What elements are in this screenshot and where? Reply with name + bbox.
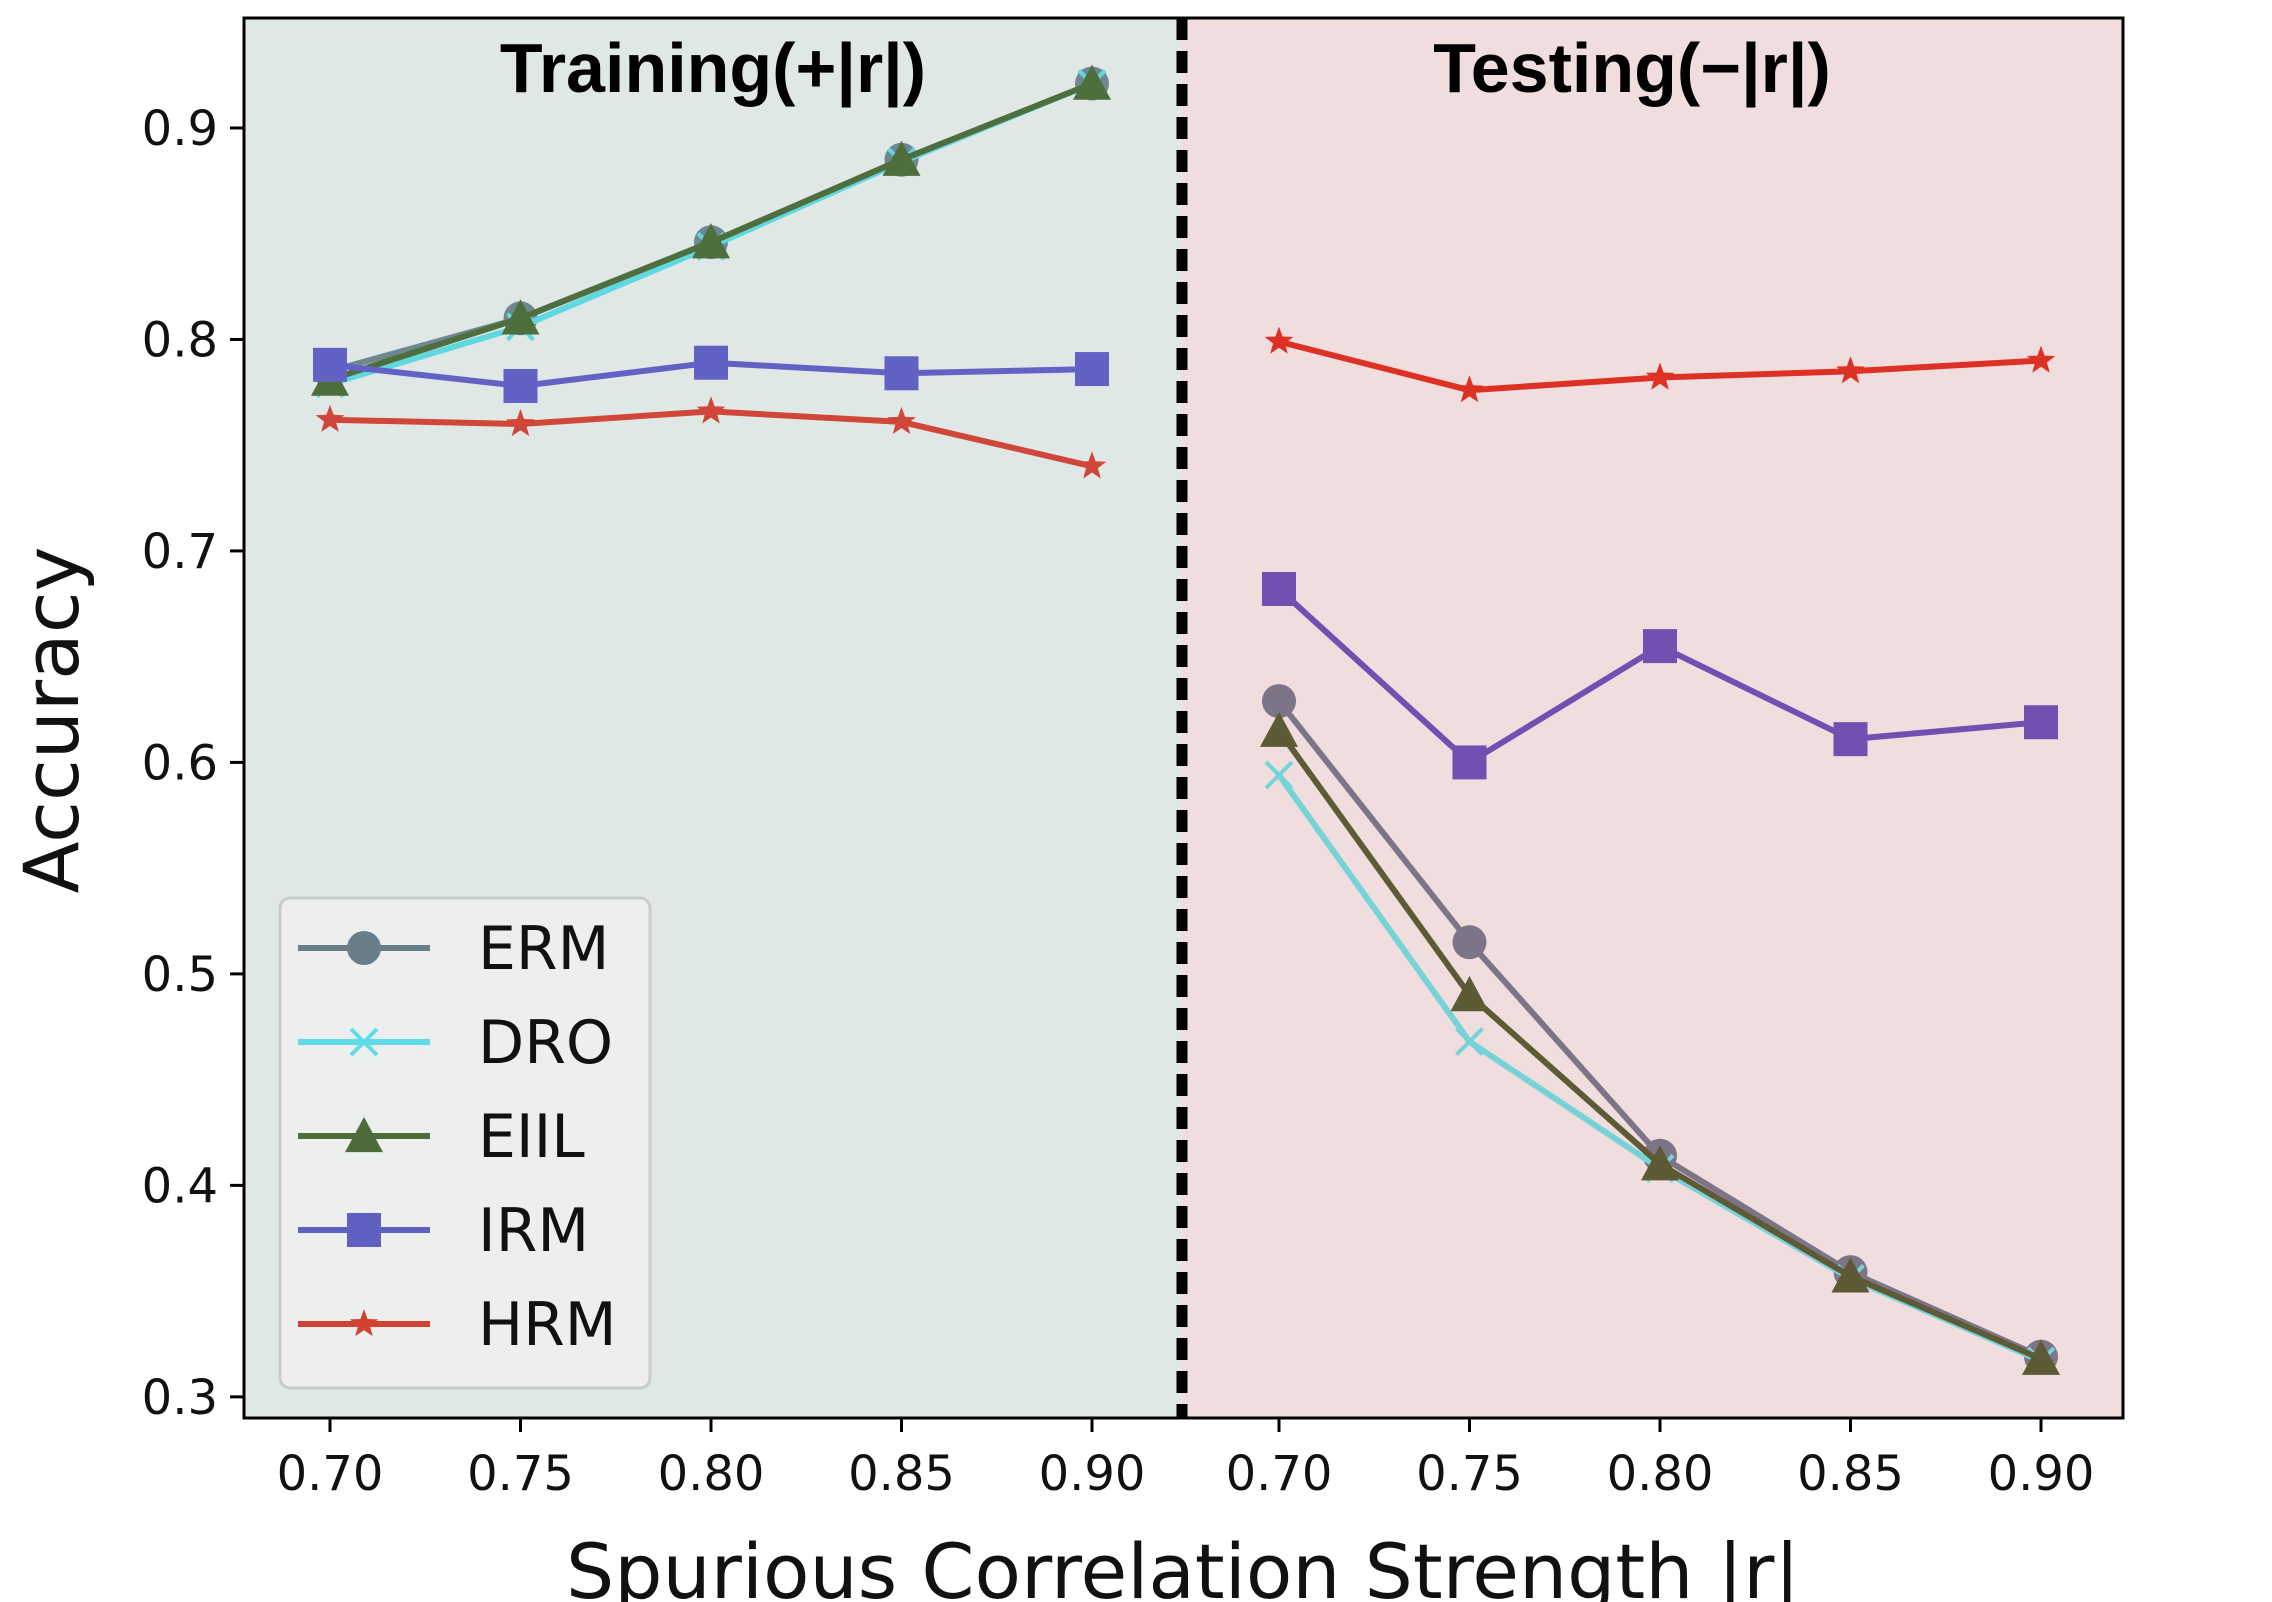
irm-point (1262, 571, 1296, 606)
legend-label-dro: DRO (478, 1008, 613, 1078)
irm-point (313, 347, 347, 382)
legend-box (278, 896, 652, 1390)
x-tick-label: 0.85 (1797, 1446, 1904, 1502)
eiil-point (1450, 976, 1489, 1012)
irm-point (2024, 705, 2058, 740)
legend-marker-dro (349, 1027, 379, 1057)
x-tick-label: 0.90 (1039, 1446, 1146, 1502)
testing-title: Testing(−|r|) (1433, 29, 1831, 108)
legend-marker-eiil (345, 1117, 383, 1153)
y-tick-label: 0.8 (142, 312, 218, 368)
eiil-point (1831, 1257, 1870, 1293)
x-axis-title: Spurious Correlation Strength |r| (566, 1527, 1800, 1602)
irm-point (1643, 629, 1677, 664)
y-tick-label: 0.3 (142, 1370, 218, 1426)
legend-marker-hrm (349, 1309, 379, 1337)
legend-label-eiil: EIIL (478, 1102, 585, 1172)
dro-point (1455, 1027, 1484, 1056)
y-axis-title: Accuracy (7, 547, 96, 894)
eiil-point (2022, 1339, 2060, 1375)
irm-point (884, 356, 919, 391)
y-tick-label: 0.6 (142, 735, 218, 791)
hrm-point (887, 406, 916, 435)
y-tick-label: 0.7 (142, 524, 218, 580)
irm-point (1452, 745, 1487, 780)
legend-marker-erm (347, 931, 381, 965)
hrm-point (1645, 362, 1675, 390)
hrm-point (315, 404, 345, 432)
hrm-point (1836, 356, 1865, 384)
irm-point (503, 368, 538, 403)
hrm-point (1077, 451, 1107, 479)
x-tick-label: 0.75 (1416, 1446, 1523, 1502)
x-tick-label: 0.70 (277, 1446, 384, 1502)
legend-label-irm: IRM (478, 1196, 589, 1266)
dro-point (1264, 760, 1294, 790)
legend-marker-irm (347, 1213, 381, 1247)
irm-point (694, 345, 728, 380)
training-title: Training(+|r|) (500, 29, 926, 108)
irm-point (1075, 352, 1109, 387)
hrm-point (2026, 345, 2056, 373)
hrm-point (1264, 326, 1294, 354)
hrm-point (1455, 375, 1484, 403)
x-tick-label: 0.75 (467, 1446, 574, 1502)
eiil-point (1073, 64, 1111, 100)
x-axis: 0.70 0.75 0.80 0.85 0.90 0.70 0.75 0.80 0.85 0.90 (277, 1418, 2095, 1502)
x-tick-label: 0.80 (658, 1446, 765, 1502)
y-tick-label: 0.4 (142, 1158, 218, 1214)
x-tick-label: 0.90 (1988, 1446, 2095, 1502)
y-tick-label: 0.5 (142, 947, 218, 1003)
hrm-point (696, 396, 726, 424)
eiil-point (1260, 711, 1298, 747)
series-layer (311, 64, 2060, 1376)
legend: ERM DRO EIIL IRM HRM (278, 896, 652, 1390)
y-axis: 0.3 0.4 0.5 0.6 0.7 0.8 0.9 (142, 101, 244, 1426)
y-tick-label: 0.9 (142, 101, 218, 157)
eiil-point (1641, 1145, 1679, 1181)
legend-label-erm: ERM (478, 914, 609, 984)
eiil-point (882, 140, 921, 176)
eiil-point (501, 299, 540, 335)
x-tick-label: 0.85 (848, 1446, 955, 1502)
erm-point (1262, 684, 1296, 719)
region-background-testing (1182, 18, 2123, 1418)
x-tick-label: 0.70 (1226, 1446, 1333, 1502)
irm-point (1833, 722, 1868, 757)
hrm-point (506, 409, 535, 437)
legend-label-hrm: HRM (478, 1290, 617, 1360)
x-tick-label: 0.80 (1607, 1446, 1714, 1502)
plot-frame (242, 16, 2125, 1420)
eiil-point (692, 223, 730, 259)
erm-point (1452, 925, 1487, 960)
